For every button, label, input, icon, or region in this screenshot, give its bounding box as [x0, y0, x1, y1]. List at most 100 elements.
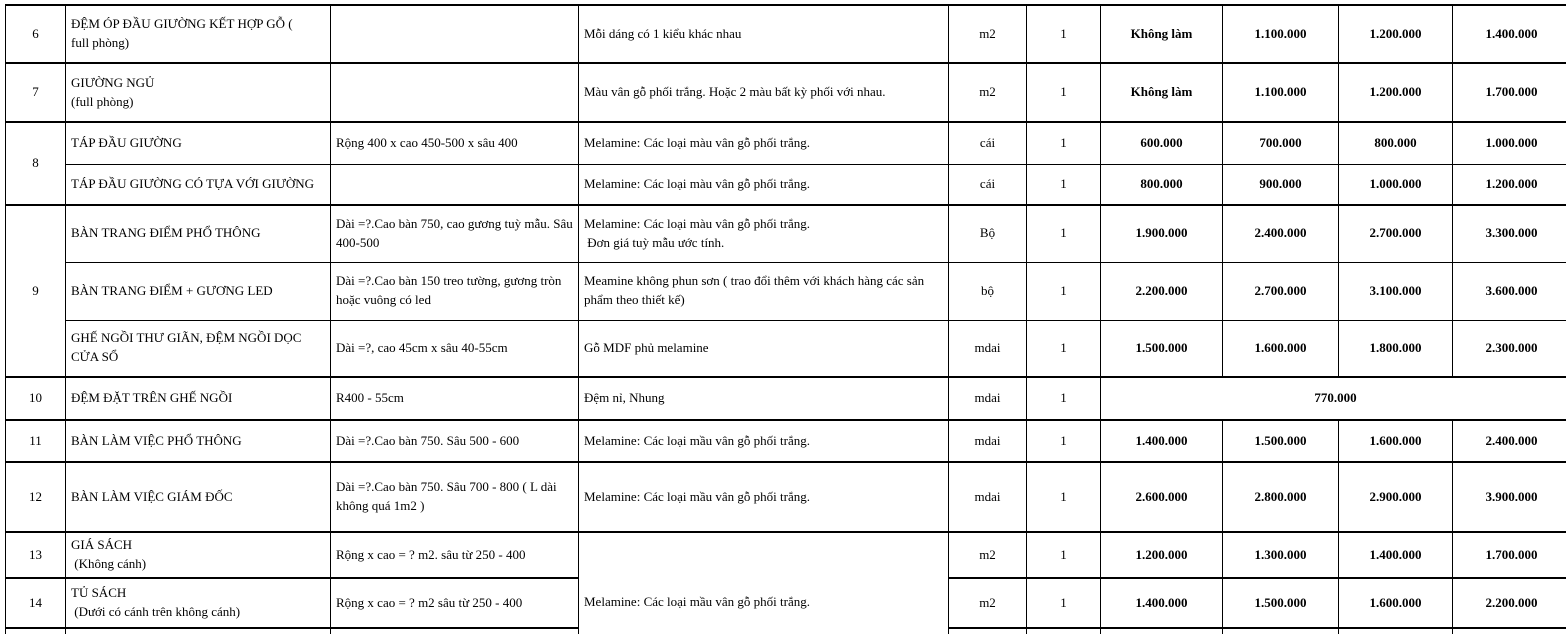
dimensions-cell[interactable]: [330, 62, 579, 123]
price-cell-1[interactable]: 2.200.000: [1100, 261, 1223, 321]
unit-cell[interactable]: cái: [948, 121, 1027, 165]
item-name-cell[interactable]: ĐỆM ĐẶT TRÊN GHẾ NGỒI: [65, 376, 331, 421]
row-number-cell[interactable]: 7: [5, 62, 66, 123]
price-cell-3[interactable]: 1.000.000: [1338, 163, 1453, 206]
item-name-cell[interactable]: GIÁ SÁCH (Không cánh): [65, 531, 331, 579]
dimensions-cell[interactable]: Rộng x cao = ? m2. sâu từ 250 - 400: [330, 531, 579, 579]
unit-cell[interactable]: mdai: [948, 376, 1027, 421]
material-note-cell[interactable]: Meamine không phun sơn ( trao đổi thêm v…: [578, 261, 949, 321]
quantity-cell[interactable]: 1: [1026, 319, 1101, 378]
price-cell-4[interactable]: 1.700.000: [1452, 531, 1566, 579]
price-cell-4[interactable]: 2.400.000: [1452, 419, 1566, 463]
dimensions-cell[interactable]: Dài =?.Cao bàn 750, cao gương tuỳ mẫu. S…: [330, 204, 579, 263]
material-note-cell[interactable]: Màu vân gỗ phối trắng. Hoặc 2 màu bất kỳ…: [578, 62, 949, 123]
quantity-cell[interactable]: 1: [1026, 261, 1101, 321]
quantity-cell[interactable]: 1: [1026, 121, 1101, 165]
material-note-cell[interactable]: Melamine: Các loại mầu vân gỗ phối trắng…: [578, 419, 949, 463]
item-name-cell[interactable]: GIƯỜNG NGỦ (full phòng): [65, 62, 331, 123]
dimensions-cell[interactable]: [330, 163, 579, 206]
item-name-cell[interactable]: BÀN LÀM VIỆC PHỔ THÔNG: [65, 419, 331, 463]
dimensions-cell[interactable]: [330, 4, 579, 64]
unit-cell[interactable]: mdai: [948, 461, 1027, 533]
price-cell-1[interactable]: 1.500.000: [1100, 319, 1223, 378]
unit-cell[interactable]: mdai: [948, 319, 1027, 378]
unit-cell[interactable]: mdai: [948, 419, 1027, 463]
item-name-cell[interactable]: BÀN LÀM VIỆC GIÁM ĐỐC: [65, 461, 331, 533]
material-note-cell[interactable]: Melamine: Các loại mầu vân gỗ phối trắng…: [578, 461, 949, 533]
price-cell-2[interactable]: 900.000: [1222, 163, 1339, 206]
row-number-cell[interactable]: 8: [5, 121, 66, 206]
price-cell-4[interactable]: 2.300.000: [1452, 319, 1566, 378]
price-cell-4[interactable]: 2.200.000: [1452, 577, 1566, 629]
quantity-cell[interactable]: 1: [1026, 204, 1101, 263]
price-cell-4[interactable]: 1.400.000: [1452, 4, 1566, 64]
price-cell-1[interactable]: 800.000: [1100, 163, 1223, 206]
price-cell-4[interactable]: 1.000.000: [1452, 121, 1566, 165]
row-number-cell[interactable]: 6: [5, 4, 66, 64]
price-cell-2[interactable]: 1.600.000: [1222, 319, 1339, 378]
material-note-cell[interactable]: Gỗ MDF phủ melamine: [578, 319, 949, 378]
dimensions-cell[interactable]: Dài =?.Cao bàn 150 treo tường, gương trò…: [330, 261, 579, 321]
row-number-cell[interactable]: 11: [5, 419, 66, 463]
unit-cell[interactable]: Bộ: [948, 204, 1027, 263]
dimensions-cell[interactable]: Dài =?.Cao bàn 750. Sâu 700 - 800 ( L dà…: [330, 461, 579, 533]
row-number-cell[interactable]: 12: [5, 461, 66, 533]
dimensions-cell[interactable]: Rộng 400 x cao 450-500 x sâu 400: [330, 121, 579, 165]
price-cell-4[interactable]: 1.200.000: [1452, 163, 1566, 206]
item-name-cell[interactable]: TÁP ĐẦU GIƯỜNG: [65, 121, 331, 165]
unit-cell[interactable]: cái: [948, 163, 1027, 206]
price-cell-3[interactable]: 1.200.000: [1338, 4, 1453, 64]
price-cell-1[interactable]: 1.400.000: [1100, 419, 1223, 463]
price-cell-4[interactable]: 3.600.000: [1452, 261, 1566, 321]
price-cell-2[interactable]: 1.500.000: [1222, 577, 1339, 629]
unit-cell[interactable]: bộ: [948, 261, 1027, 321]
merged-price-cell[interactable]: 770.000: [1100, 376, 1566, 421]
price-cell-1[interactable]: 1.900.000: [1100, 204, 1223, 263]
material-note-cell[interactable]: Melamine: Các loại màu vân gỗ phối trắng…: [578, 204, 949, 263]
price-cell-3[interactable]: 1.800.000: [1338, 319, 1453, 378]
price-cell-4[interactable]: 3.900.000: [1452, 461, 1566, 533]
price-cell-3[interactable]: 1.600.000: [1338, 577, 1453, 629]
item-name-cell[interactable]: TÁP ĐẦU GIƯỜNG CÓ TỰA VỚI GIƯỜNG: [65, 163, 331, 206]
price-cell-2[interactable]: 700.000: [1222, 121, 1339, 165]
price-cell-2[interactable]: 2.400.000: [1222, 204, 1339, 263]
price-cell-3[interactable]: 1.400.000: [1338, 531, 1453, 579]
price-cell-2[interactable]: 1.300.000: [1222, 531, 1339, 579]
quantity-cell[interactable]: 1: [1026, 531, 1101, 579]
price-cell-3[interactable]: 800.000: [1338, 121, 1453, 165]
unit-cell[interactable]: m2: [948, 4, 1027, 64]
unit-cell[interactable]: m2: [948, 531, 1027, 579]
price-cell-2[interactable]: 1.100.000: [1222, 4, 1339, 64]
quantity-cell[interactable]: 1: [1026, 461, 1101, 533]
price-cell-2[interactable]: 1.100.000: [1222, 62, 1339, 123]
price-cell-3[interactable]: 1.600.000: [1338, 419, 1453, 463]
item-name-cell[interactable]: GHẾ NGỒI THƯ GIÃN, ĐỆM NGỒI DỌC CỬA SỔ: [65, 319, 331, 378]
row-number-cell[interactable]: 9: [5, 204, 66, 378]
quantity-cell[interactable]: 1: [1026, 62, 1101, 123]
material-note-cell[interactable]: Melamine: Các loại màu vân gỗ phối trắng…: [578, 121, 949, 165]
dimensions-cell[interactable]: Rộng x cao = ? m2 sâu từ 250 - 400: [330, 577, 579, 629]
quantity-cell[interactable]: 1: [1026, 163, 1101, 206]
price-cell-3[interactable]: 2.900.000: [1338, 461, 1453, 533]
price-cell-3[interactable]: 3.100.000: [1338, 261, 1453, 321]
material-note-cell[interactable]: Melamine: Các loại mầu vân gỗ phối trắng…: [578, 531, 949, 634]
item-name-cell[interactable]: BÀN TRANG ĐIỂM PHỔ THÔNG: [65, 204, 331, 263]
material-note-cell[interactable]: Mỗi dáng có 1 kiểu khác nhau: [578, 4, 949, 64]
quantity-cell[interactable]: 1: [1026, 419, 1101, 463]
quantity-cell[interactable]: 1: [1026, 577, 1101, 629]
price-cell-1[interactable]: Không làm: [1100, 62, 1223, 123]
material-note-cell[interactable]: Melamine: Các loại màu vân gỗ phối trắng…: [578, 163, 949, 206]
item-name-cell[interactable]: TỦ SÁCH (Dưới có cánh trên không cánh): [65, 577, 331, 629]
price-cell-2[interactable]: 2.700.000: [1222, 261, 1339, 321]
price-cell-2[interactable]: 2.800.000: [1222, 461, 1339, 533]
price-cell-1[interactable]: 2.600.000: [1100, 461, 1223, 533]
price-cell-4[interactable]: 3.300.000: [1452, 204, 1566, 263]
row-number-cell[interactable]: 10: [5, 376, 66, 421]
price-cell-1[interactable]: 600.000: [1100, 121, 1223, 165]
price-cell-1[interactable]: Không làm: [1100, 4, 1223, 64]
price-cell-1[interactable]: 1.200.000: [1100, 531, 1223, 579]
dimensions-cell[interactable]: Dài =?, cao 45cm x sâu 40-55cm: [330, 319, 579, 378]
item-name-cell[interactable]: ĐỆM ÓP ĐẦU GIƯỜNG KẾT HỢP GỖ ( full phòn…: [65, 4, 331, 64]
price-cell-3[interactable]: 1.200.000: [1338, 62, 1453, 123]
unit-cell[interactable]: m2: [948, 577, 1027, 629]
